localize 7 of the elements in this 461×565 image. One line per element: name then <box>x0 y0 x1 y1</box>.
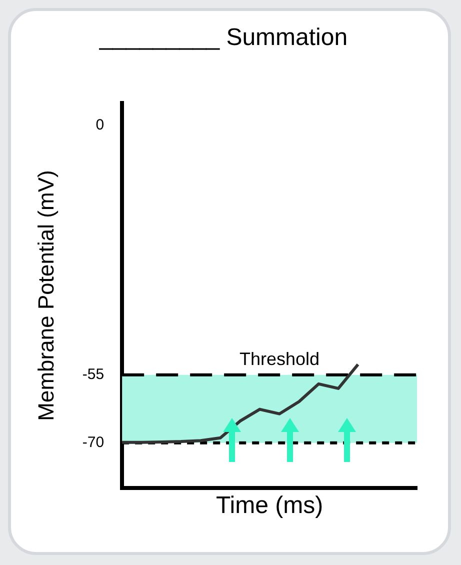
y-tick-label: -70 <box>82 434 104 451</box>
y-tick-label: -55 <box>82 366 104 383</box>
y-tick-label: 0 <box>96 116 104 134</box>
y-axis-title: Membrane Potential (mV) <box>33 170 58 421</box>
ref-line-label: Threshold <box>240 348 320 369</box>
x-axis-title: Time (ms) <box>216 492 324 520</box>
chart-title: _________ Summation <box>98 24 348 52</box>
